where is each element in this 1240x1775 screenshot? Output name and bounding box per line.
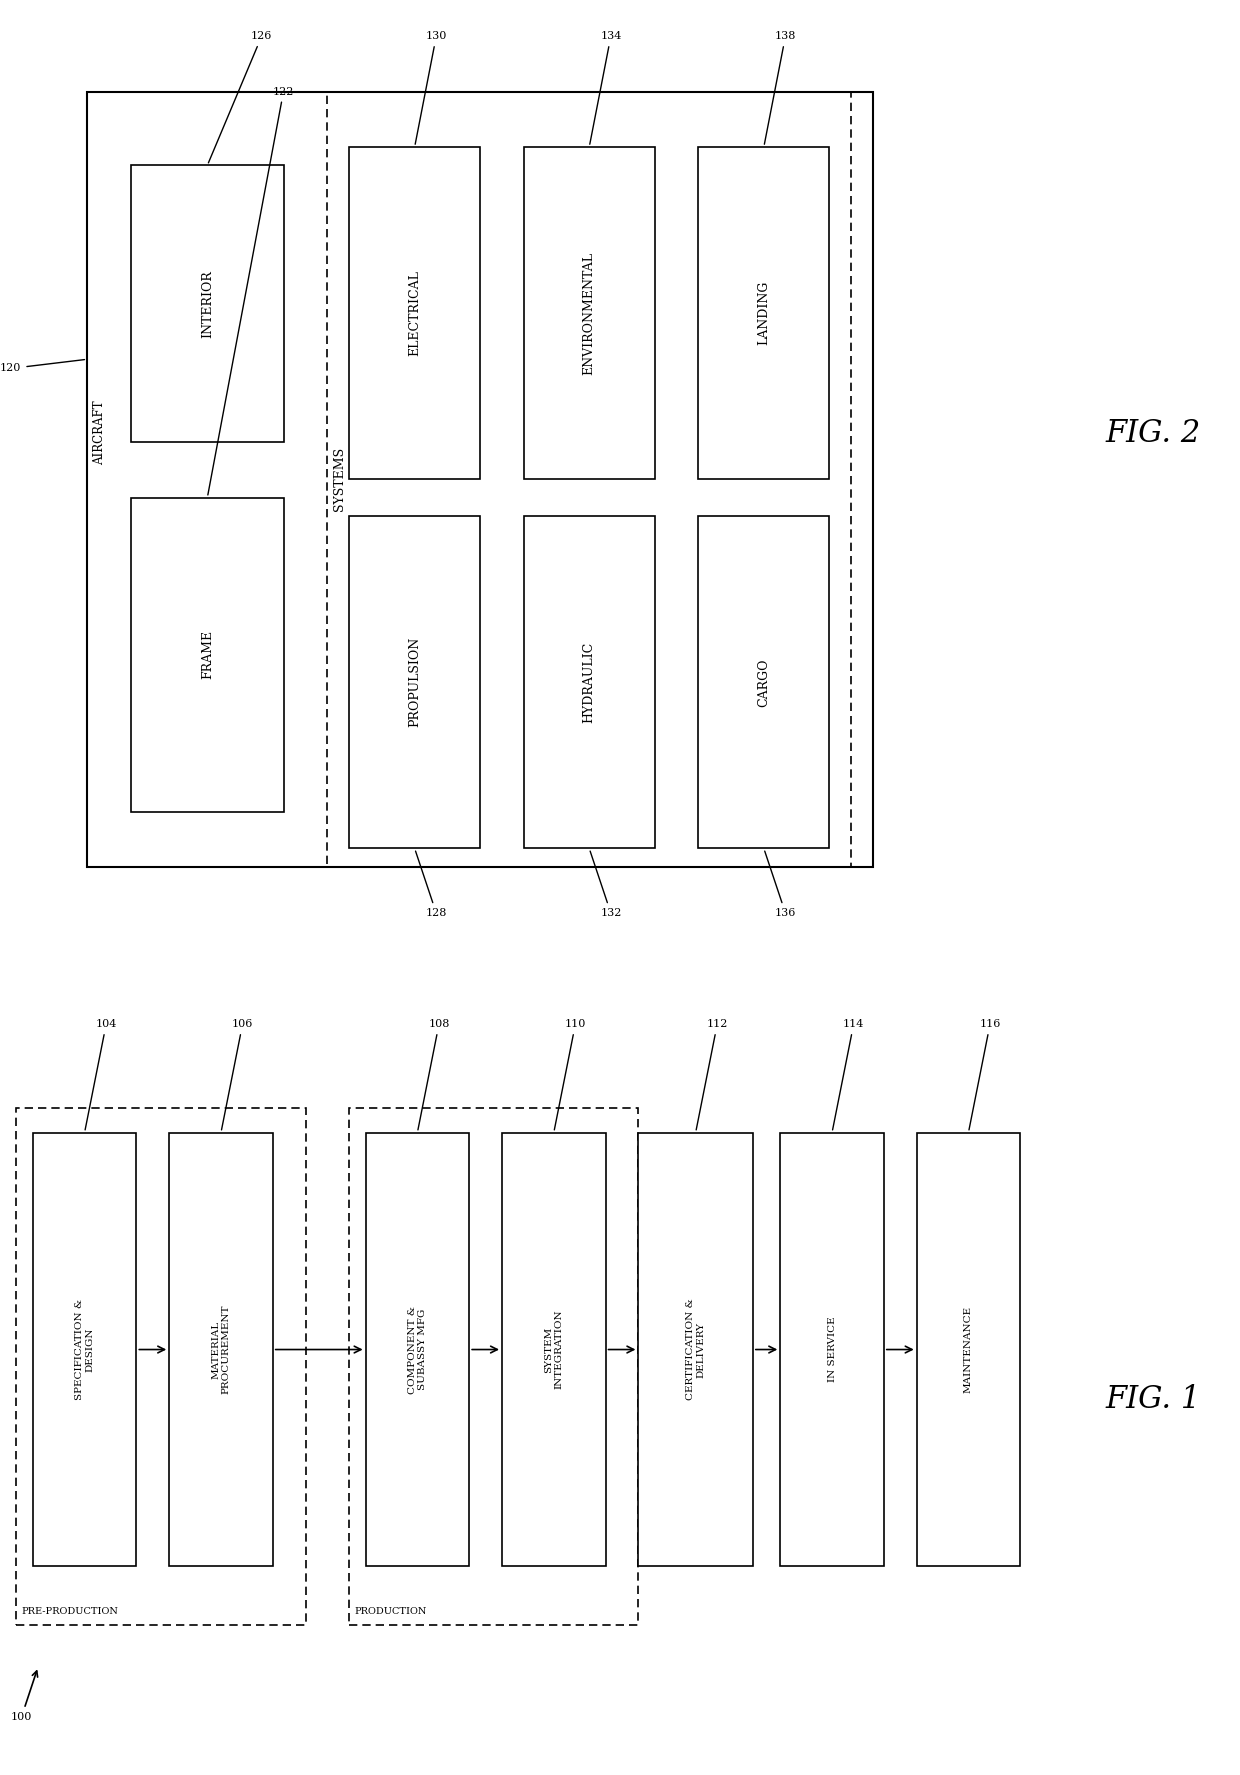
Text: 132: 132: [590, 850, 621, 918]
Text: 100: 100: [11, 1670, 37, 1722]
Bar: [698, 147, 830, 479]
Text: ELECTRICAL: ELECTRICAL: [408, 270, 422, 357]
Bar: [131, 165, 284, 442]
Text: 122: 122: [208, 87, 294, 495]
Text: SPECIFICATION &
DESIGN: SPECIFICATION & DESIGN: [74, 1299, 94, 1400]
Bar: [327, 92, 851, 866]
Text: 104: 104: [86, 1019, 117, 1131]
Text: 112: 112: [696, 1019, 728, 1131]
Text: FIG. 2: FIG. 2: [1106, 417, 1200, 449]
Text: AIRCRAFT: AIRCRAFT: [93, 401, 105, 465]
Bar: [698, 517, 830, 848]
Text: CARGO: CARGO: [758, 659, 770, 706]
Text: PRE-PRODUCTION: PRE-PRODUCTION: [22, 1608, 119, 1617]
Text: CERTIFICATION &
DELIVERY: CERTIFICATION & DELIVERY: [686, 1299, 706, 1400]
Text: FIG. 1: FIG. 1: [1106, 1384, 1200, 1415]
Bar: [169, 1132, 273, 1566]
Bar: [350, 147, 480, 479]
Bar: [916, 1132, 1021, 1566]
Text: 120: 120: [0, 360, 84, 373]
Text: PROPULSION: PROPULSION: [408, 637, 422, 728]
Text: 130: 130: [415, 32, 446, 144]
Bar: [16, 1108, 305, 1624]
Text: SYSTEMS: SYSTEMS: [332, 447, 346, 511]
Text: 136: 136: [765, 850, 796, 918]
Bar: [523, 517, 655, 848]
Bar: [523, 147, 655, 479]
Text: SYSTEM
INTEGRATION: SYSTEM INTEGRATION: [544, 1310, 563, 1390]
Text: HYDRAULIC: HYDRAULIC: [583, 643, 595, 722]
Text: 126: 126: [208, 32, 273, 163]
Text: INTERIOR: INTERIOR: [201, 270, 213, 337]
Text: 138: 138: [764, 32, 796, 144]
Text: IN SERVICE: IN SERVICE: [827, 1317, 837, 1383]
Bar: [780, 1132, 884, 1566]
Text: MAINTENANCE: MAINTENANCE: [963, 1306, 973, 1393]
Text: 106: 106: [222, 1019, 253, 1131]
Text: 108: 108: [418, 1019, 450, 1131]
Text: PRODUCTION: PRODUCTION: [355, 1608, 427, 1617]
Bar: [350, 1108, 639, 1624]
Text: 134: 134: [590, 32, 621, 144]
Text: MATERIAL
PROCUREMENT: MATERIAL PROCUREMENT: [211, 1305, 231, 1395]
Bar: [639, 1132, 753, 1566]
Text: FRAME: FRAME: [201, 630, 213, 680]
Text: 128: 128: [415, 850, 446, 918]
Text: LANDING: LANDING: [758, 280, 770, 346]
Bar: [87, 92, 873, 866]
Text: ENVIRONMENTAL: ENVIRONMENTAL: [583, 252, 595, 375]
Text: 114: 114: [832, 1019, 864, 1131]
Text: 116: 116: [968, 1019, 1001, 1131]
Bar: [502, 1132, 605, 1566]
Bar: [32, 1132, 136, 1566]
Bar: [131, 497, 284, 811]
Text: 110: 110: [554, 1019, 587, 1131]
Text: COMPONENT &
SUBASSY MFG: COMPONENT & SUBASSY MFG: [408, 1306, 427, 1393]
Bar: [350, 517, 480, 848]
Bar: [366, 1132, 469, 1566]
